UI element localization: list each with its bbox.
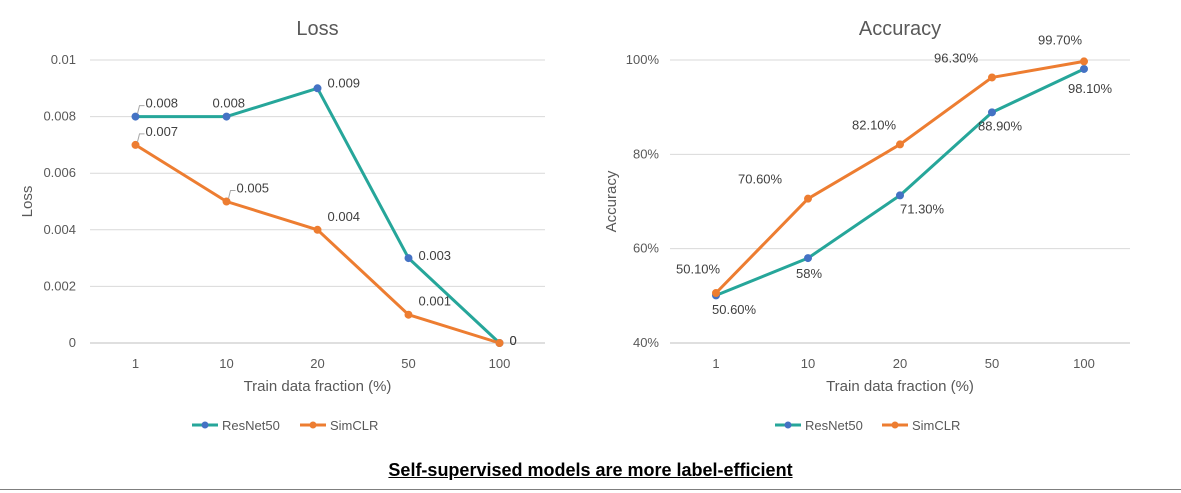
data-label-resnet50: 58% [796, 266, 822, 281]
label-leader-line [137, 133, 145, 143]
data-point-resnet50 [222, 112, 231, 121]
x-tick-label: 50 [985, 356, 999, 371]
data-label-resnet50: 0.009 [328, 75, 361, 90]
legend-marker-resnet50 [201, 421, 209, 429]
label-leader-line [137, 105, 145, 114]
x-tick-label: 1 [132, 356, 139, 371]
data-point-resnet50 [804, 254, 812, 263]
legend-label-resnet50: ResNet50 [222, 418, 280, 433]
data-point-simclr [988, 73, 996, 82]
data-label-simclr: 82.10% [852, 117, 897, 132]
data-label-resnet50: 0.008 [213, 96, 246, 111]
data-point-simclr [313, 225, 322, 234]
data-label-simclr: 0.007 [146, 124, 179, 139]
x-tick-label: 100 [489, 356, 511, 371]
data-point-resnet50 [988, 108, 996, 117]
x-axis-title: Train data fraction (%) [826, 378, 974, 395]
y-tick-label: 0 [69, 335, 76, 350]
data-label-resnet50: 0.008 [146, 96, 179, 111]
y-tick-label: 40% [633, 335, 659, 350]
y-tick-label: 0.002 [43, 278, 76, 293]
legend-marker-simclr [891, 421, 899, 429]
data-label-simclr: 0.005 [237, 181, 270, 196]
bottom-divider [0, 489, 1181, 490]
data-point-resnet50 [896, 191, 904, 200]
legend-marker-resnet50 [784, 421, 792, 429]
y-tick-label: 0.01 [51, 52, 76, 67]
x-axis-title: Train data fraction (%) [244, 378, 392, 395]
data-label-resnet50: 0.003 [419, 248, 452, 263]
data-label-simclr: 96.30% [934, 50, 979, 65]
data-label-resnet50: 50.10% [676, 261, 721, 276]
data-label-simclr: 50.60% [712, 302, 757, 317]
data-point-simclr [495, 339, 504, 347]
x-tick-label: 100 [1073, 356, 1095, 371]
legend-label-resnet50: ResNet50 [805, 418, 863, 433]
data-point-resnet50 [404, 254, 413, 263]
data-label-simclr: 99.70% [1038, 32, 1083, 47]
legend-label-simclr: SimCLR [330, 418, 378, 433]
chart-2: Accuracy 40% 60% 80% 100% 1 10 20 50 100 Train dat… [603, 18, 1130, 433]
chart-title: Loss [296, 18, 338, 40]
data-point-resnet50 [1080, 64, 1088, 73]
data-point-simclr [896, 140, 904, 149]
data-label-resnet50: 98.10% [1068, 81, 1113, 96]
y-tick-label: 80% [633, 146, 659, 161]
chart-1: Loss 0 0.002 0.004 0.006 0.008 0.01 1 10 20 50 100 T… [19, 18, 545, 433]
data-point-simclr [131, 140, 140, 149]
series-line-simclr [134, 143, 500, 345]
x-tick-label: 10 [219, 356, 233, 371]
data-label-resnet50: 71.30% [900, 201, 945, 216]
data-label-simclr: 0.004 [328, 209, 361, 224]
x-tick-label: 50 [401, 356, 415, 371]
x-tick-label: 1 [712, 356, 719, 371]
data-label-simclr: 70.60% [738, 172, 783, 187]
y-tick-label: 0.004 [43, 222, 76, 237]
y-axis-title: Loss [19, 186, 36, 218]
figure-caption: Self-supervised models are more label-ef… [388, 460, 793, 480]
y-tick-label: 100% [626, 52, 660, 67]
data-point-simclr [222, 197, 231, 206]
data-point-simclr [712, 289, 720, 298]
x-tick-label: 10 [801, 356, 815, 371]
label-leader-line [228, 190, 236, 199]
legend-marker-simclr [309, 421, 317, 429]
x-tick-label: 20 [893, 356, 907, 371]
data-label-simclr: 0 [510, 333, 517, 348]
data-point-simclr [404, 310, 413, 319]
y-axis-title: Accuracy [603, 170, 620, 232]
legend-label-simclr: SimCLR [912, 418, 960, 433]
y-tick-label: 0.008 [43, 109, 76, 124]
data-label-simclr: 0.001 [419, 294, 452, 309]
data-point-resnet50 [313, 84, 322, 93]
y-tick-label: 0.006 [43, 165, 76, 180]
data-point-resnet50 [131, 112, 140, 121]
y-tick-label: 60% [633, 241, 659, 256]
x-tick-label: 20 [310, 356, 324, 371]
data-point-simclr [1080, 57, 1088, 66]
data-point-simclr [804, 194, 812, 203]
chart-title: Accuracy [859, 18, 941, 40]
data-label-resnet50: 88.90% [978, 118, 1023, 133]
data-label-resnet50: 0 [510, 333, 517, 348]
